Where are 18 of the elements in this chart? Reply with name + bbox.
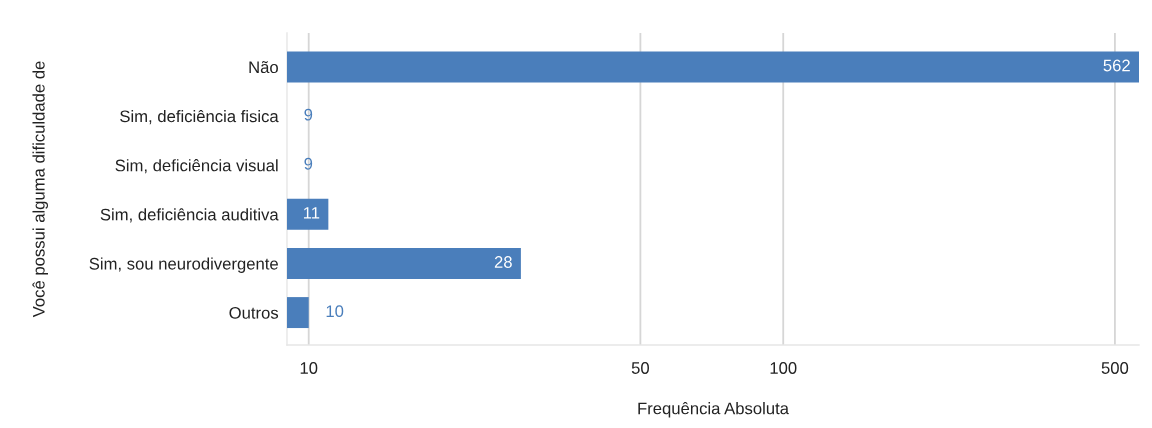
y-tick-label: Sim, deficiência fisica <box>120 109 279 125</box>
data-label: 11 <box>303 207 320 219</box>
data-label: 562 <box>1103 59 1130 72</box>
x-tick-label: 10 <box>300 362 318 374</box>
x-tick-label: 500 <box>1101 362 1129 374</box>
y-tick-label: Sim, deficiência auditiva <box>100 208 279 223</box>
y-tick-label: Sim, deficiência visual <box>115 159 278 174</box>
y-tick-label: Sim, sou neurodivergente <box>89 257 278 273</box>
data-label: 10 <box>326 305 344 318</box>
y-tick-label: Outros <box>229 306 279 319</box>
y-tick-label: Não <box>249 60 278 74</box>
x-tick-label: 50 <box>631 362 650 374</box>
x-axis-title: Frequência Absoluta <box>638 402 789 418</box>
data-label: 9 <box>304 157 313 170</box>
data-label: 9 <box>304 108 313 121</box>
x-tick-label: 100 <box>770 362 797 374</box>
data-label: 28 <box>494 256 512 268</box>
y-axis-title: Você possui alguma dificuldade de <box>32 61 48 318</box>
